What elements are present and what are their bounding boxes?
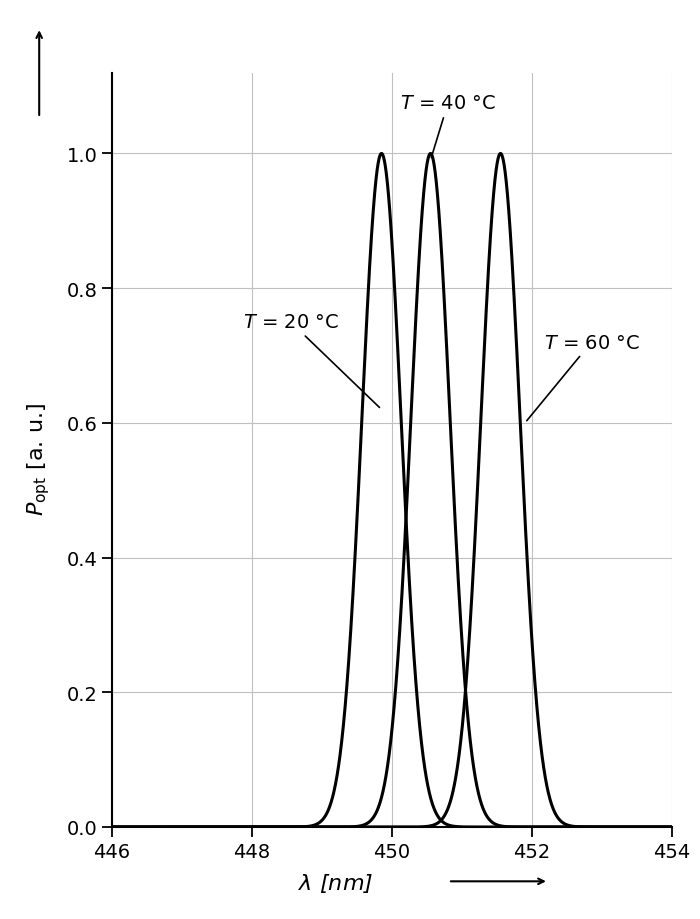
Text: $\it{P}_{\rm{opt}}$ [a. u.]: $\it{P}_{\rm{opt}}$ [a. u.] (25, 403, 52, 516)
Text: $\it{T}$ = 40 °C: $\it{T}$ = 40 °C (400, 95, 496, 158)
Text: $\it{T}$ = 60 °C: $\it{T}$ = 60 °C (527, 334, 640, 421)
Text: $\it{T}$ = 20 °C: $\it{T}$ = 20 °C (242, 313, 379, 408)
Text: $\lambda$ [nm]: $\lambda$ [nm] (298, 871, 374, 893)
